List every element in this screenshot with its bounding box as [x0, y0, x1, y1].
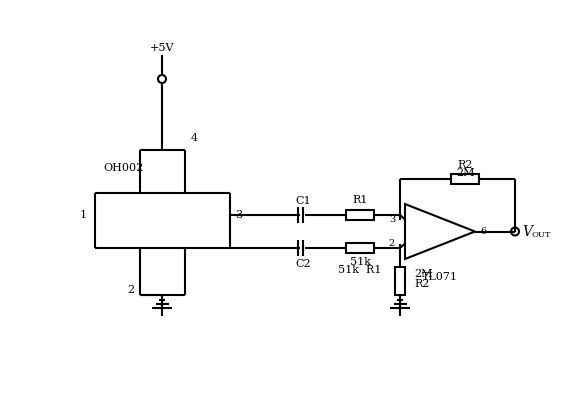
- Text: 2M: 2M: [456, 168, 474, 178]
- Text: C2: C2: [295, 259, 311, 269]
- Bar: [451, 174, 479, 184]
- Text: 51k  R1: 51k R1: [338, 265, 382, 275]
- Text: +5V: +5V: [150, 43, 174, 53]
- Text: 6: 6: [480, 227, 486, 236]
- Text: R1: R1: [352, 195, 368, 205]
- Text: 2M: 2M: [414, 268, 433, 278]
- Bar: [395, 267, 405, 295]
- Bar: [346, 210, 374, 220]
- Text: R2: R2: [414, 278, 429, 289]
- Text: 2: 2: [127, 285, 134, 295]
- Text: 3: 3: [235, 210, 242, 220]
- Text: 4: 4: [191, 133, 198, 143]
- Text: OUT: OUT: [532, 231, 551, 239]
- Text: C1: C1: [295, 196, 311, 206]
- Text: OH002: OH002: [103, 163, 143, 173]
- Text: 51k: 51k: [349, 257, 370, 267]
- Text: V: V: [522, 225, 532, 239]
- Text: 3: 3: [389, 215, 395, 224]
- Text: 1: 1: [80, 210, 87, 220]
- Bar: [346, 243, 374, 253]
- Text: R2: R2: [457, 160, 472, 170]
- Text: TL071: TL071: [422, 272, 458, 282]
- Text: 2: 2: [389, 239, 395, 248]
